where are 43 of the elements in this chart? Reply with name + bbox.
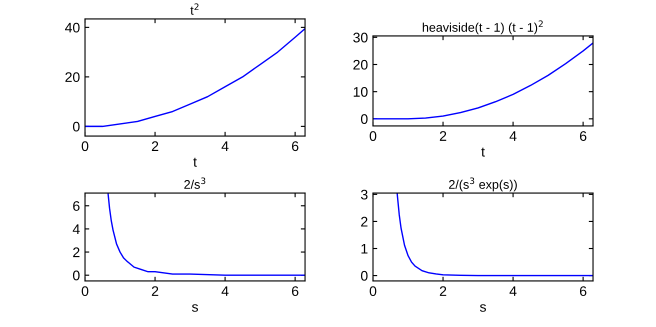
line-series xyxy=(85,28,306,128)
x-tick-label: 0 xyxy=(82,141,88,152)
y-tick-label: 40 xyxy=(65,22,80,33)
x-tick-label: 4 xyxy=(510,286,517,296)
x-tick-label: 6 xyxy=(292,141,298,152)
x-tick-label: 2 xyxy=(440,131,446,141)
x-tick-label: 6 xyxy=(580,131,586,141)
x-tick-label: 4 xyxy=(510,131,517,141)
x-tick-label: 6 xyxy=(580,286,586,296)
chart-title: 2/(s$^{3}$ exp(s)) xyxy=(449,177,517,192)
line-series xyxy=(107,193,306,276)
x-tick-label: 4 xyxy=(222,286,229,296)
line-series xyxy=(373,42,594,120)
y-tick-label: 10 xyxy=(354,87,368,97)
y-tick-label: 2 xyxy=(73,247,80,258)
y-tick-label: 4 xyxy=(72,224,80,234)
line-series xyxy=(396,193,594,276)
y-tick-label: 2 xyxy=(361,216,368,226)
x-tick-label: 2 xyxy=(440,286,446,296)
x-axis-title: t xyxy=(481,148,485,157)
y-tick-label: 1 xyxy=(361,244,368,254)
y-tick-label: 30 xyxy=(353,32,368,42)
x-axis-title: t xyxy=(193,158,197,167)
y-tick-label: 0 xyxy=(360,270,368,281)
chart-title: heaviside(t - 1) (t - 1)$^{2}$ xyxy=(422,20,543,34)
y-tick-label: 0 xyxy=(360,114,368,124)
x-tick-label: 0 xyxy=(82,286,88,296)
y-tick-label: 0 xyxy=(72,122,80,132)
x-tick-label: 0 xyxy=(370,286,376,296)
x-tick-label: 2 xyxy=(152,141,158,151)
y-tick-label: 0 xyxy=(72,270,80,280)
y-tick-label: 20 xyxy=(353,60,368,70)
x-tick-label: 0 xyxy=(370,131,376,141)
x-tick-label: 6 xyxy=(292,286,298,296)
x-axis-title: s xyxy=(480,304,486,312)
chart-title: 2/s$^{3}$ xyxy=(184,177,206,189)
x-tick-label: 4 xyxy=(222,141,229,151)
y-tick-label: 3 xyxy=(360,190,368,200)
y-tick-label: 20 xyxy=(65,72,80,82)
x-axis-title: s xyxy=(192,304,198,312)
x-tick-label: 2 xyxy=(152,286,158,296)
y-tick-label: 6 xyxy=(73,201,80,211)
chart-title: t$^{2}$ xyxy=(190,3,198,15)
